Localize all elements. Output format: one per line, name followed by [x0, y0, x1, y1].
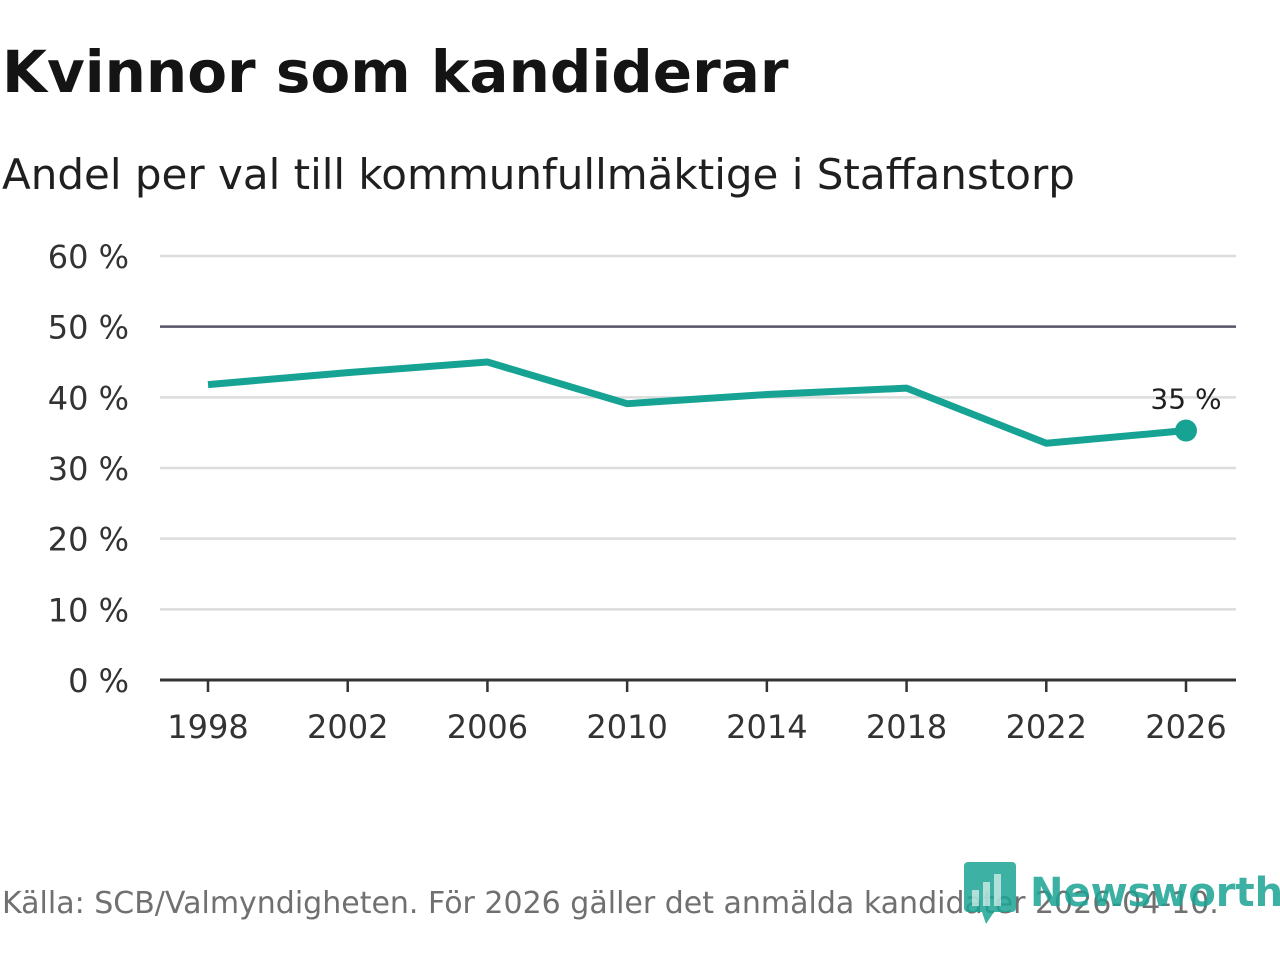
brand-name: Newsworthy — [1030, 870, 1280, 916]
y-tick-label: 10 % — [48, 591, 129, 629]
y-tick-label: 30 % — [48, 450, 129, 488]
x-tick-label: 1998 — [167, 708, 248, 746]
x-tick-label: 2026 — [1145, 708, 1226, 746]
x-tick-label: 2006 — [447, 708, 528, 746]
y-tick-label: 20 % — [48, 521, 129, 559]
chart-subtitle: Andel per val till kommunfullmäktige i S… — [2, 150, 1075, 199]
axes — [160, 325, 1236, 692]
series — [207, 358, 1197, 447]
y-tick-label: 60 % — [48, 238, 129, 276]
labels: 0 % 10 % 20 % 30 % 40 % 50 % 60 % 1998 2002 2006 2… — [48, 238, 1227, 746]
brand-logo-group: Newsworthy — [964, 862, 1280, 924]
x-tick-label: 2022 — [1006, 708, 1087, 746]
x-tick-label: 2018 — [866, 708, 947, 746]
end-value-label: 35 % — [1150, 383, 1221, 416]
end-point-marker — [1175, 419, 1197, 442]
source-note: Källa: SCB/Valmyndigheten. För 2026 gäll… — [2, 886, 1219, 921]
gridlines — [160, 254, 1236, 611]
x-tick-label: 2010 — [586, 708, 667, 746]
x-tick-label: 2014 — [726, 708, 807, 746]
y-tick-label: 50 % — [48, 309, 129, 347]
series-line — [207, 358, 1187, 447]
newsworthy-logo-icon — [964, 862, 1016, 924]
y-tick-label: 40 % — [48, 379, 129, 417]
chart-title: Kvinnor som kandiderar — [2, 38, 789, 106]
x-tick-label: 2002 — [307, 708, 388, 746]
y-tick-label: 0 % — [68, 662, 129, 700]
